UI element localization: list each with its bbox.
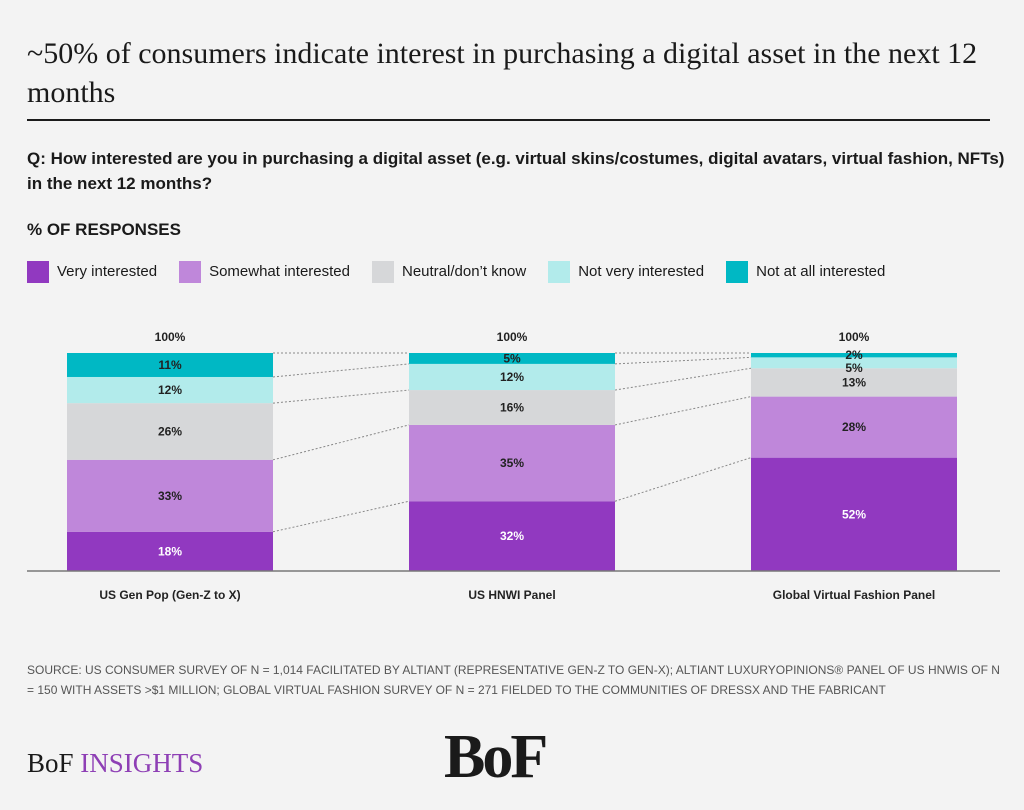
data-label: 12%: [500, 370, 524, 384]
legend-swatch: [179, 261, 202, 283]
legend-label: Neutral/don’t know: [401, 263, 527, 280]
data-label: 28%: [842, 420, 866, 434]
bar-segment: [67, 531, 273, 571]
chart-header: Q: How interested are you in purchasing …: [27, 146, 1017, 283]
legend-item: Neutral/don’t know: [371, 261, 527, 283]
bar-segment: [409, 501, 615, 571]
total-label: 100%: [839, 330, 870, 344]
bar-segment: [409, 390, 615, 425]
bof-logo: BoF: [444, 723, 548, 791]
legend-item: Not at all interested: [726, 261, 885, 283]
data-label: 2%: [845, 348, 863, 362]
survey-question: Q: How interested are you in purchasing …: [27, 149, 1005, 193]
data-label: 26%: [158, 424, 182, 438]
bar-segment: [751, 457, 957, 571]
connector-line: [272, 389, 410, 404]
legend-label: Somewhat interested: [209, 263, 350, 280]
category-label: US Gen Pop (Gen-Z to X): [99, 588, 240, 602]
data-label: 52%: [842, 507, 866, 521]
legend-swatch: [548, 261, 571, 283]
stacked-bar-chart: 18% 33% 26% 12% 11% 100% US Gen Pop (Gen-Z to …: [27, 330, 1000, 602]
data-label: 5%: [503, 351, 521, 365]
connector-line: [614, 457, 752, 502]
legend-swatch: [27, 261, 49, 283]
legend-item: Very interested: [27, 261, 157, 283]
bar-segment: [751, 353, 957, 358]
data-label: 5%: [845, 361, 863, 375]
bar-segment: [67, 376, 273, 404]
legend-item: Somewhat interested: [179, 261, 350, 283]
brand-left: BoF: [27, 748, 74, 778]
bar-segment: [751, 357, 957, 369]
data-label: 35%: [500, 456, 524, 470]
data-label: 12%: [158, 383, 182, 397]
total-label: 100%: [497, 330, 528, 344]
bar-segment: [409, 353, 615, 364]
y-axis-label: % OF RESPONSES: [27, 220, 181, 239]
data-label: 13%: [842, 375, 866, 389]
brand-right: INSIGHTS: [80, 748, 204, 778]
connector-line: [614, 356, 752, 365]
connector-line: [272, 424, 410, 461]
legend-label: Not at all interested: [756, 263, 886, 280]
bar-segment: [409, 424, 615, 502]
bar-segment: [409, 363, 615, 391]
data-label: 11%: [158, 358, 182, 372]
connector-line: [614, 396, 752, 426]
bar-segment: [67, 459, 273, 532]
bar-segment: [67, 353, 273, 377]
connector-line: [272, 363, 410, 378]
legend-label: Very interested: [57, 263, 158, 280]
connector-line: [272, 500, 410, 533]
bar-segment: [751, 396, 957, 458]
data-label: 18%: [158, 544, 182, 558]
title-divider: [27, 119, 990, 121]
total-label: 100%: [155, 330, 186, 344]
legend-swatch: [371, 261, 394, 283]
connector-line: [614, 367, 752, 391]
bar-segment: [67, 403, 273, 460]
bar-segment: [751, 368, 957, 397]
category-label: US HNWI Panel: [468, 588, 555, 602]
data-label: 33%: [158, 489, 182, 503]
legend-swatch: [726, 261, 749, 283]
category-label: Global Virtual Fashion Panel: [773, 588, 935, 602]
bof-insights-logo: BoF INSIGHTS: [27, 748, 203, 779]
legend-item: Not very interested: [548, 261, 704, 283]
data-label: 16%: [500, 401, 524, 415]
source-note: SOURCE: US CONSUMER SURVEY OF N = 1,014 …: [27, 663, 1000, 697]
legend: Very interested Somewhat interested Neutra…: [27, 261, 1017, 283]
page-title: ~50% of consumers indicate interest in p…: [27, 37, 978, 109]
data-label: 32%: [500, 529, 524, 543]
legend-label: Not very interested: [578, 263, 705, 280]
